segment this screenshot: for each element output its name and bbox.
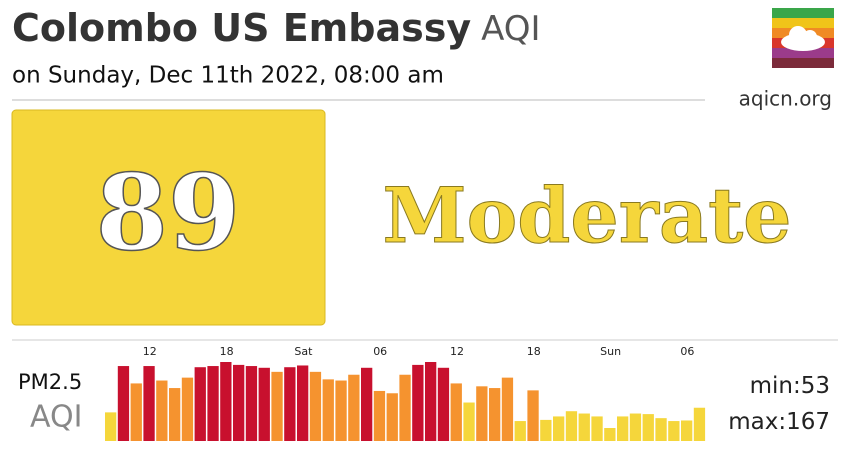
bar xyxy=(271,371,283,441)
time-label: 06 xyxy=(373,345,387,358)
bar xyxy=(386,393,398,441)
bar xyxy=(681,420,693,441)
time-label: Sat xyxy=(294,345,313,358)
max-value: max:167 xyxy=(728,409,830,435)
bar-chart: 12 18 Sat 06 12 18 Sun 06 xyxy=(105,345,706,441)
bar xyxy=(130,383,142,441)
bar xyxy=(156,380,168,441)
bar xyxy=(553,416,565,441)
bar xyxy=(361,367,373,441)
bar xyxy=(297,365,309,441)
bar xyxy=(117,366,130,441)
bar xyxy=(437,367,450,441)
time-label: 12 xyxy=(450,345,464,358)
bar xyxy=(463,402,475,441)
time-label: 18 xyxy=(527,345,541,358)
bar xyxy=(450,383,462,441)
bar xyxy=(245,366,258,441)
bar xyxy=(373,390,386,441)
logo xyxy=(772,8,834,68)
bar xyxy=(476,386,488,441)
chart-label: PM2.5 xyxy=(18,370,82,394)
bar xyxy=(348,374,360,441)
subtitle: on Sunday, Dec 11th 2022, 08:00 am xyxy=(12,63,444,89)
bar xyxy=(284,367,296,441)
bar xyxy=(540,419,552,441)
aqi-level: Moderate xyxy=(382,171,791,260)
bar xyxy=(591,416,603,441)
bar xyxy=(617,416,629,441)
aqi-value: 89 xyxy=(96,151,241,274)
bar xyxy=(399,374,411,441)
bar xyxy=(220,362,232,441)
bar xyxy=(629,413,642,441)
aqi-box xyxy=(11,109,326,326)
bar xyxy=(412,364,424,441)
min-value: min:53 xyxy=(750,373,830,399)
bar xyxy=(501,377,514,441)
bar xyxy=(655,418,667,441)
bar xyxy=(233,364,245,441)
bar xyxy=(693,407,706,441)
title: Colombo US Embassy AQI xyxy=(12,6,541,50)
bar xyxy=(207,366,219,441)
bar xyxy=(489,388,501,441)
bar xyxy=(105,412,117,441)
bar xyxy=(143,366,155,441)
time-label: 18 xyxy=(220,345,234,358)
bar xyxy=(565,411,578,441)
chart-sublabel: AQI xyxy=(30,400,82,435)
bar xyxy=(335,380,347,441)
time-label: 12 xyxy=(143,345,157,358)
bar xyxy=(194,367,206,441)
bar xyxy=(578,413,590,441)
bar xyxy=(425,362,437,441)
bar xyxy=(604,428,616,441)
bar xyxy=(668,421,680,441)
bar xyxy=(322,379,334,441)
bar xyxy=(527,390,539,441)
bar xyxy=(642,414,654,441)
bar xyxy=(181,377,194,441)
bar xyxy=(309,371,322,441)
bar xyxy=(169,388,181,441)
bar xyxy=(514,421,526,441)
site-link[interactable]: aqicn.org xyxy=(739,87,832,111)
time-label: Sun xyxy=(600,345,621,358)
bar xyxy=(258,367,270,441)
time-label: 06 xyxy=(680,345,694,358)
